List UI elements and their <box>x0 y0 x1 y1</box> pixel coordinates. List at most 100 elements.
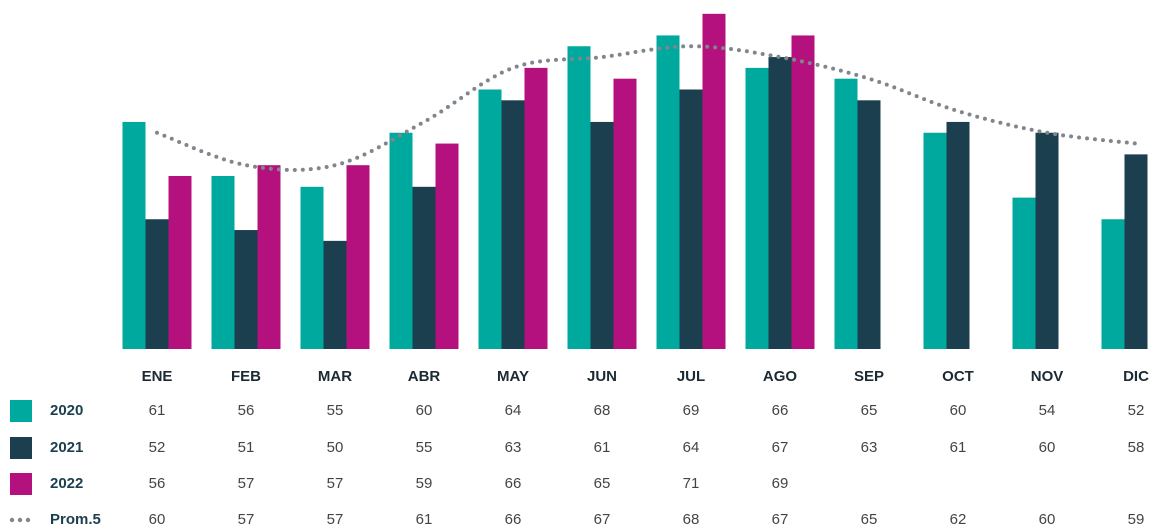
table-value: 71 <box>683 475 700 492</box>
legend-label: 2021 <box>50 439 83 456</box>
bar <box>946 121 970 349</box>
table-value: 60 <box>149 511 166 528</box>
legend-swatch <box>9 517 15 523</box>
table-value: 57 <box>238 511 255 528</box>
bar <box>590 121 614 349</box>
x-tick-label: OCT <box>942 368 974 385</box>
table-value: 67 <box>772 511 789 528</box>
bar <box>300 186 324 349</box>
bar <box>1101 219 1125 349</box>
table-value: 61 <box>950 439 967 456</box>
x-tick-label: JUN <box>587 368 617 385</box>
table-value: 61 <box>149 402 166 419</box>
legend-swatch <box>10 473 32 495</box>
bar <box>234 230 258 349</box>
x-tick-label: DIC <box>1123 368 1149 385</box>
bar <box>412 186 436 349</box>
table-value: 61 <box>594 439 611 456</box>
table-value: 64 <box>683 439 700 456</box>
x-tick-label: MAY <box>497 368 529 385</box>
bar <box>1035 132 1059 349</box>
table-value: 65 <box>861 511 878 528</box>
bar <box>656 35 680 349</box>
bar <box>389 132 413 349</box>
table-value: 66 <box>505 475 522 492</box>
x-tick-label: SEP <box>854 368 884 385</box>
bar <box>791 35 815 349</box>
bar <box>257 165 281 349</box>
bar <box>524 67 548 349</box>
legend-label: Prom.5 <box>50 511 101 528</box>
table-value: 56 <box>238 402 255 419</box>
table-value: 68 <box>594 402 611 419</box>
bar <box>435 143 459 349</box>
table-value: 65 <box>861 402 878 419</box>
table-value: 69 <box>683 402 700 419</box>
bar <box>346 165 370 349</box>
bar <box>745 67 769 349</box>
x-tick-label: ABR <box>408 368 441 385</box>
table-value: 50 <box>327 439 344 456</box>
bar <box>478 89 502 349</box>
table-value: 66 <box>505 511 522 528</box>
table-value: 60 <box>950 402 967 419</box>
bar <box>768 57 792 349</box>
bar <box>613 78 637 349</box>
x-tick-label: AGO <box>763 368 798 385</box>
x-tick-label: ENE <box>142 368 173 385</box>
legend-swatch <box>25 517 31 523</box>
bar <box>145 219 169 349</box>
table-value: 58 <box>1128 439 1145 456</box>
legend-swatch <box>10 437 32 459</box>
table-value: 57 <box>238 475 255 492</box>
legend-label: 2022 <box>50 475 83 492</box>
x-tick-label: JUL <box>677 368 705 385</box>
table-value: 55 <box>416 439 433 456</box>
legend-swatch <box>17 517 23 523</box>
bar <box>168 176 192 349</box>
table-value: 62 <box>950 511 967 528</box>
bar <box>1012 197 1036 349</box>
table-value: 60 <box>1039 439 1056 456</box>
x-tick-label: NOV <box>1031 368 1064 385</box>
bar <box>501 100 525 349</box>
table-value: 60 <box>416 402 433 419</box>
bar <box>211 176 235 349</box>
table-value: 59 <box>416 475 433 492</box>
x-tick-label: FEB <box>231 368 261 385</box>
x-tick-label: MAR <box>318 368 352 385</box>
bar <box>834 78 858 349</box>
table-value: 66 <box>772 402 789 419</box>
average-line <box>155 44 1138 172</box>
bar <box>857 100 881 349</box>
table-value: 57 <box>327 511 344 528</box>
table-value: 67 <box>772 439 789 456</box>
table-value: 52 <box>149 439 166 456</box>
table-value: 63 <box>861 439 878 456</box>
bar <box>122 121 146 349</box>
table-value: 68 <box>683 511 700 528</box>
bar <box>567 46 591 349</box>
table-value: 69 <box>772 475 789 492</box>
legend-label: 2020 <box>50 402 83 419</box>
table-value: 60 <box>1039 511 1056 528</box>
table-value: 59 <box>1128 511 1145 528</box>
table-value: 56 <box>149 475 166 492</box>
table-value: 55 <box>327 402 344 419</box>
table-value: 63 <box>505 439 522 456</box>
table-value: 65 <box>594 475 611 492</box>
bar <box>323 240 347 349</box>
table-value: 64 <box>505 402 522 419</box>
table-value: 57 <box>327 475 344 492</box>
bar <box>679 89 703 349</box>
bar <box>923 132 947 349</box>
bar <box>702 13 726 349</box>
table-value: 54 <box>1039 402 1056 419</box>
table-value: 67 <box>594 511 611 528</box>
legend-swatch <box>10 400 32 422</box>
bar <box>1124 154 1148 349</box>
table-value: 52 <box>1128 402 1145 419</box>
table-value: 61 <box>416 511 433 528</box>
table-value: 51 <box>238 439 255 456</box>
